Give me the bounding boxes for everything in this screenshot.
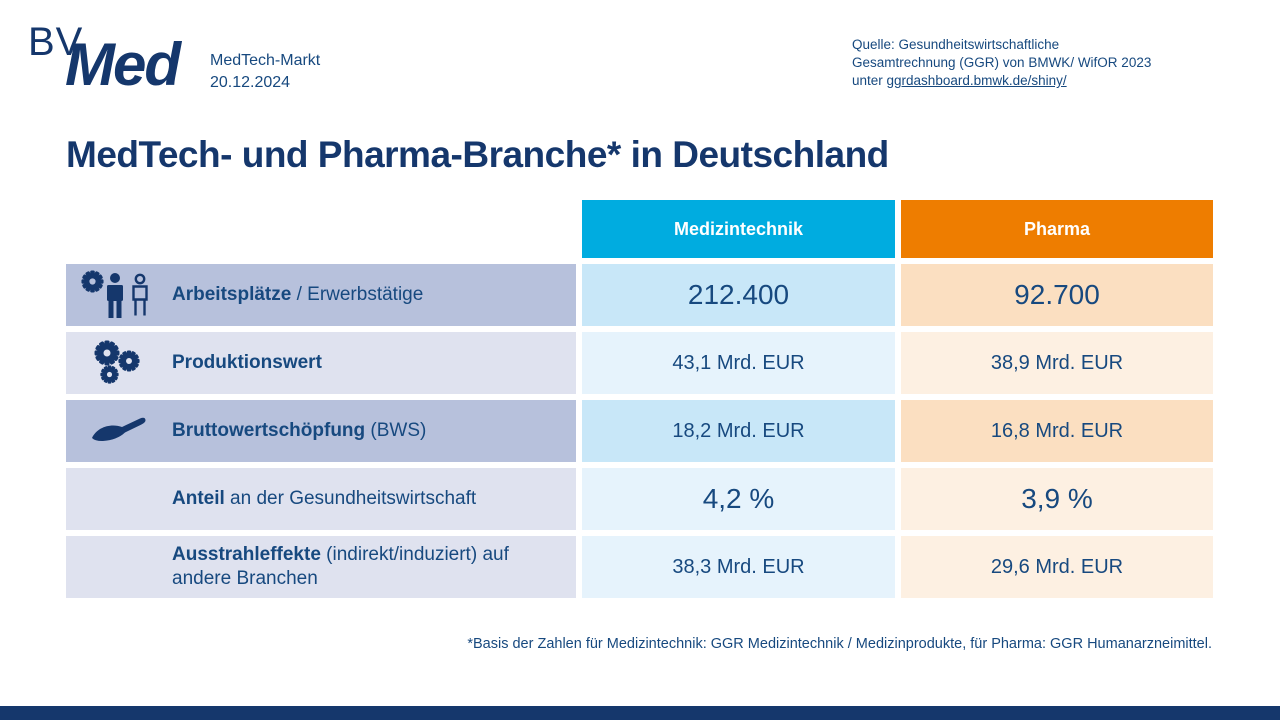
document-meta: MedTech-Markt 20.12.2024 (210, 50, 320, 94)
row-label-anteil: Anteil an der Gesundheitswirtschaft (66, 468, 576, 530)
header-spacer (66, 200, 576, 258)
people-gear-icon (78, 270, 164, 320)
column-header-pharma: Pharma (901, 200, 1213, 258)
row-label-produktionswert: Produktionswert (66, 332, 576, 394)
source-line-1: Quelle: Gesundheitswirtschaftliche (852, 37, 1060, 52)
source-link[interactable]: ggrdashboard.bmwk.de/shiny/ (886, 73, 1067, 88)
source-line-2: Gesamtrechnung (GGR) von BMWK/ WifOR 202… (852, 55, 1152, 70)
logo-bv-text: BV (28, 20, 84, 64)
value-pharma-produktionswert: 38,9 Mrd. EUR (901, 332, 1213, 394)
data-table: Medizintechnik Pharma (66, 200, 1213, 604)
page-title: MedTech- und Pharma-Branche* in Deutschl… (66, 134, 889, 175)
source-note: Quelle: Gesundheitswirtschaftliche Gesam… (852, 36, 1151, 90)
bottom-bar (0, 706, 1280, 720)
logo-med-text: Med (65, 31, 181, 98)
row-label-ausstrahleffekte: Ausstrahleffekte (indirekt/induziert) au… (66, 536, 576, 598)
column-header-medizintechnik: Medizintechnik (582, 200, 895, 258)
row-label-text: Bruttowertschöpfung (BWS) (172, 420, 427, 441)
value-medizintechnik-arbeitsplaetze: 212.400 (582, 264, 895, 326)
value-medizintechnik-produktionswert: 43,1 Mrd. EUR (582, 332, 895, 394)
value-medizintechnik-ausstrahleffekte: 38,3 Mrd. EUR (582, 536, 895, 598)
doc-date: 20.12.2024 (210, 74, 291, 91)
table-row: Anteil an der Gesundheitswirtschaft 4,2 … (66, 468, 1213, 530)
table-header-row: Medizintechnik Pharma (66, 200, 1213, 258)
hand-giving-icon (78, 406, 164, 456)
value-pharma-bruttowertschoepfung: 16,8 Mrd. EUR (901, 400, 1213, 462)
value-pharma-ausstrahleffekte: 29,6 Mrd. EUR (901, 536, 1213, 598)
source-line-3: unter ggrdashboard.bmwk.de/shiny/ (852, 72, 1151, 90)
row-label-text: Anteil an der Gesundheitswirtschaft (172, 488, 477, 509)
value-pharma-anteil: 3,9 % (901, 468, 1213, 530)
row-label-text: Produktionswert (172, 352, 322, 373)
bvmed-logo: BV Med (28, 14, 208, 98)
value-pharma-arbeitsplaetze: 92.700 (901, 264, 1213, 326)
table-row: Arbeitsplätze / Erwerbstätige 212.400 92… (66, 264, 1213, 326)
value-medizintechnik-bruttowertschoepfung: 18,2 Mrd. EUR (582, 400, 895, 462)
gears-icon (78, 338, 164, 388)
table-row: Ausstrahleffekte (indirekt/induziert) au… (66, 536, 1213, 598)
footnote: *Basis der Zahlen für Medizintechnik: GG… (467, 636, 1212, 652)
row-label-bruttowertschoepfung: Bruttowertschöpfung (BWS) (66, 400, 576, 462)
row-label-text: Ausstrahleffekte (indirekt/induziert) au… (172, 544, 509, 589)
row-label-text: Arbeitsplätze / Erwerbstätige (172, 284, 424, 305)
table-row: Produktionswert 43,1 Mrd. EUR 38,9 Mrd. … (66, 332, 1213, 394)
source-link-prefix: unter (852, 73, 887, 88)
doc-subtitle: MedTech-Markt (210, 52, 321, 69)
value-medizintechnik-anteil: 4,2 % (582, 468, 895, 530)
row-label-arbeitsplaetze: Arbeitsplätze / Erwerbstätige (66, 264, 576, 326)
table-row: Bruttowertschöpfung (BWS) 18,2 Mrd. EUR … (66, 400, 1213, 462)
